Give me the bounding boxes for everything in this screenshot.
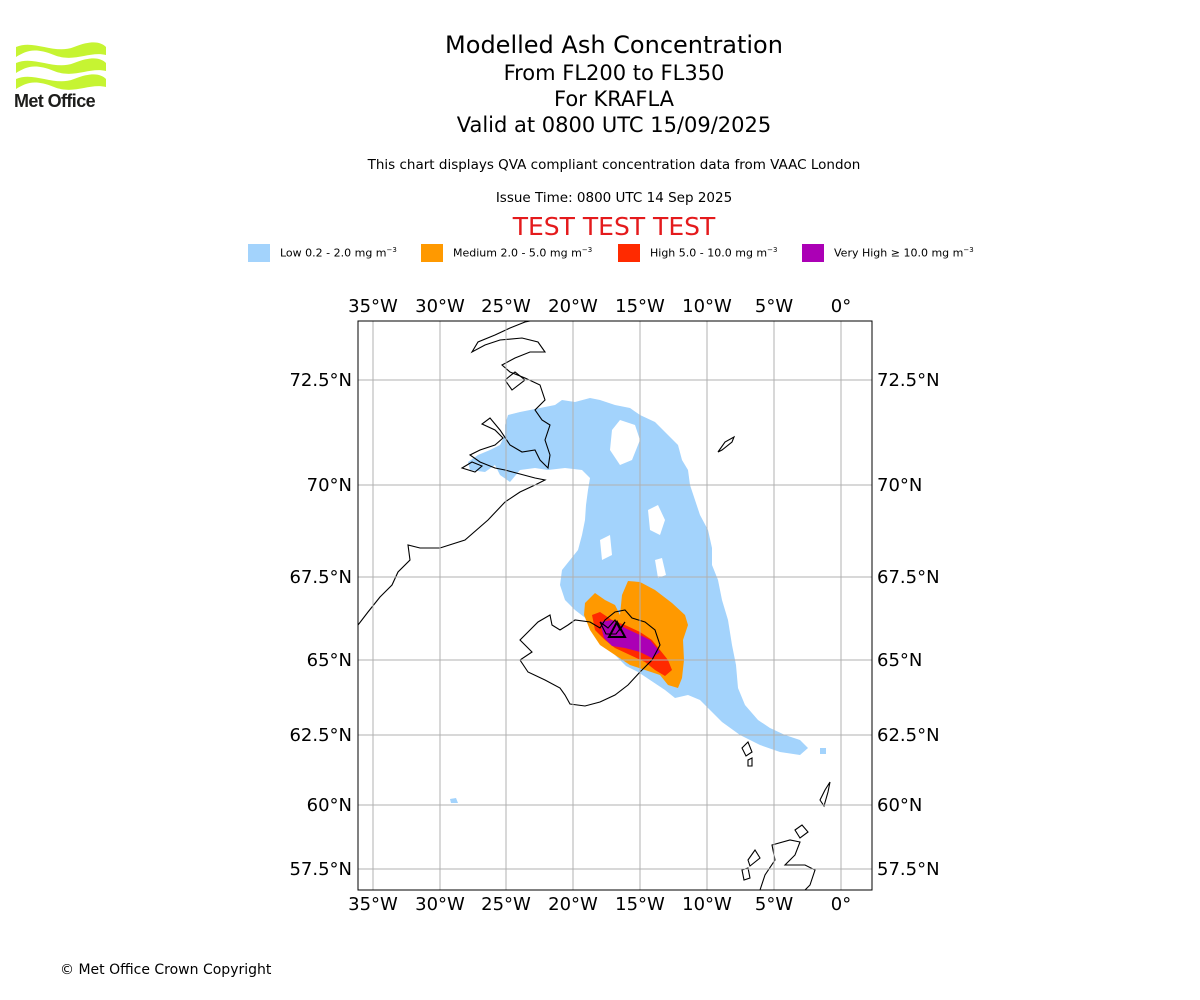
met-office-logo [16, 42, 106, 90]
lon-label-bottom: 15°W [615, 894, 665, 915]
lat-label-right: 67.5°N [877, 567, 940, 588]
lat-labels-left: 72.5°N 70°N 67.5°N 65°N 62.5°N 60°N 57.5… [289, 370, 352, 880]
lat-label-left: 72.5°N [289, 370, 352, 391]
valid-time: Valid at 0800 UTC 15/09/2025 [456, 113, 772, 137]
lon-label-top: 20°W [548, 296, 598, 317]
legend-item-medium: Medium 2.0 - 5.0 mg m−3 [421, 244, 592, 262]
lon-label-top: 30°W [415, 296, 465, 317]
issue-time: Issue Time: 0800 UTC 14 Sep 2025 [495, 190, 733, 206]
legend-swatch-high [618, 244, 640, 262]
legend-item-high: High 5.0 - 10.0 mg m−3 [618, 244, 777, 262]
lat-label-right: 62.5°N [877, 725, 940, 746]
lon-label-top: 35°W [348, 296, 398, 317]
lon-label-bottom: 0° [831, 894, 851, 915]
test-banner: TEST TEST TEST [512, 212, 716, 241]
met-office-logo-text: Met Office [14, 91, 96, 111]
copyright-footer: © Met Office Crown Copyright [60, 962, 272, 978]
lon-label-bottom: 25°W [481, 894, 531, 915]
chart-title: Modelled Ash Concentration [445, 31, 783, 59]
lat-label-left: 60°N [307, 795, 352, 816]
lat-labels-right: 72.5°N 70°N 67.5°N 65°N 62.5°N 60°N 57.5… [877, 370, 940, 880]
legend-label-very-high: Very High ≥ 10.0 mg m−3 [834, 246, 974, 260]
legend-item-low: Low 0.2 - 2.0 mg m−3 [248, 244, 397, 262]
lat-label-left: 57.5°N [289, 859, 352, 880]
legend-label-high: High 5.0 - 10.0 mg m−3 [650, 246, 778, 260]
lon-label-top: 10°W [682, 296, 732, 317]
gridlines [358, 321, 872, 890]
lat-label-right: 60°N [877, 795, 922, 816]
lon-label-top: 25°W [481, 296, 531, 317]
lon-labels-top: 35°W 30°W 25°W 20°W 15°W 10°W 5°W 0° [348, 296, 851, 317]
lon-labels-bottom: 35°W 30°W 25°W 20°W 15°W 10°W 5°W 0° [348, 894, 851, 915]
title-block: Modelled Ash Concentration From FL200 to… [314, 30, 914, 138]
lon-label-top: 15°W [615, 296, 665, 317]
lon-label-top: 5°W [755, 296, 793, 317]
lat-label-right: 65°N [877, 650, 922, 671]
map-frame [357, 320, 873, 891]
lat-label-right: 72.5°N [877, 370, 940, 391]
lat-label-right: 70°N [877, 475, 922, 496]
lon-label-top: 0° [831, 296, 851, 317]
lon-label-bottom: 10°W [682, 894, 732, 915]
coastlines [358, 321, 831, 890]
legend-swatch-medium [421, 244, 443, 262]
lon-label-bottom: 5°W [755, 894, 793, 915]
volcano-name: For KRAFLA [554, 87, 674, 111]
ash-area-very-high [600, 620, 660, 658]
lat-label-left: 67.5°N [289, 567, 352, 588]
lon-label-bottom: 30°W [415, 894, 465, 915]
flight-levels: From FL200 to FL350 [503, 61, 725, 85]
legend-item-very-high: Very High ≥ 10.0 mg m−3 [802, 244, 974, 262]
volcano-triangle-icon [607, 619, 627, 638]
lat-label-right: 57.5°N [877, 859, 940, 880]
lon-label-bottom: 35°W [348, 894, 398, 915]
lon-label-bottom: 20°W [548, 894, 598, 915]
legend-label-low: Low 0.2 - 2.0 mg m−3 [280, 246, 397, 260]
chart-description: This chart displays QVA compliant concen… [367, 157, 861, 173]
legend-swatch-low [248, 244, 270, 262]
legend: Low 0.2 - 2.0 mg m−3 Medium 2.0 - 5.0 mg… [0, 244, 1200, 264]
legend-swatch-very-high [802, 244, 824, 262]
legend-label-medium: Medium 2.0 - 5.0 mg m−3 [453, 246, 593, 260]
lat-label-left: 62.5°N [289, 725, 352, 746]
lat-label-left: 65°N [307, 650, 352, 671]
lat-label-left: 70°N [307, 475, 352, 496]
